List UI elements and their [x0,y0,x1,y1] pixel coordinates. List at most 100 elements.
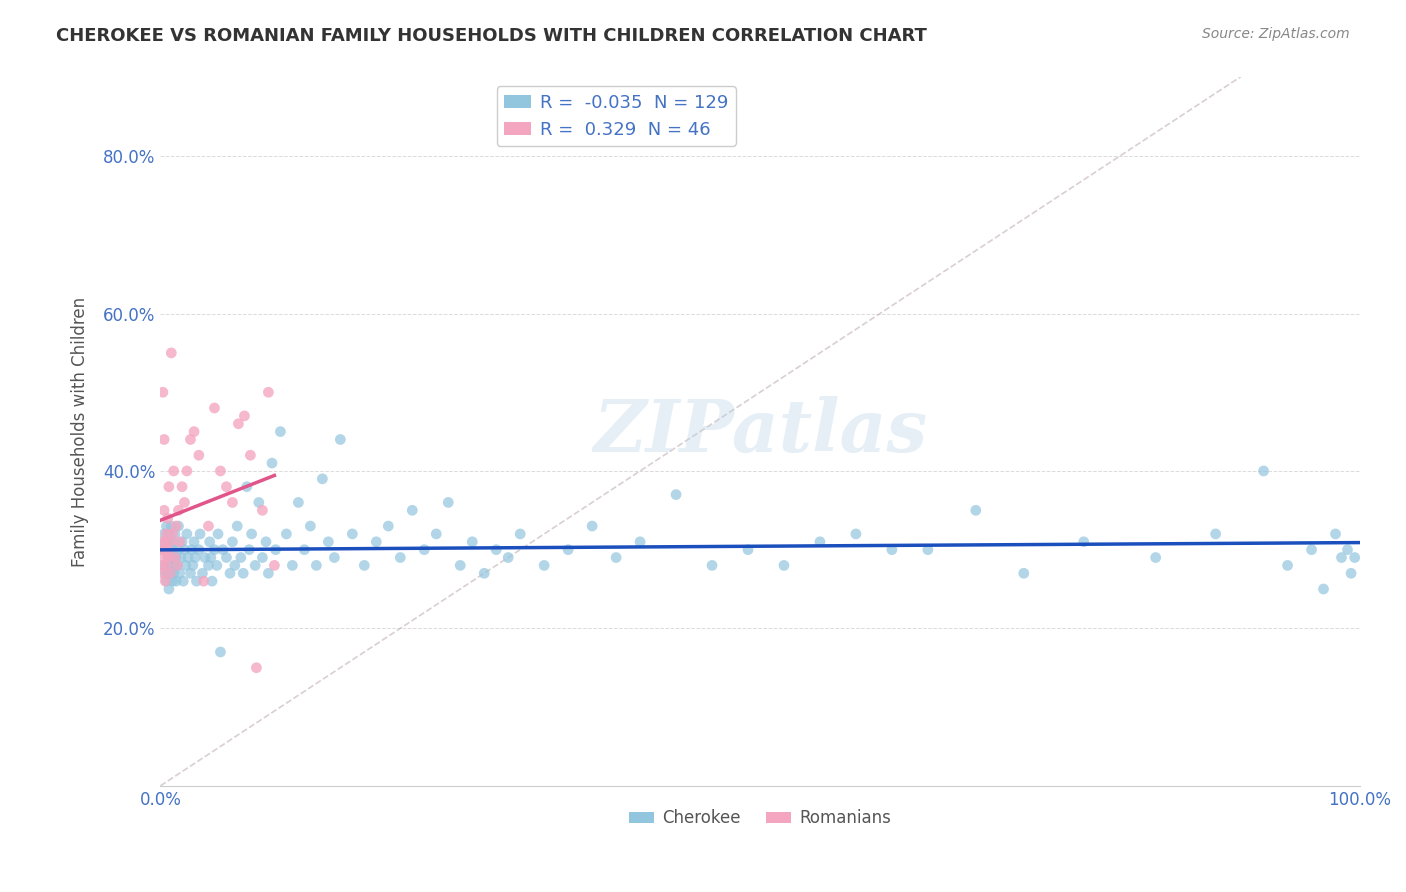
Point [880,542,903,557]
Point [160,346,183,360]
Point [215,550,238,565]
Point [700,558,723,573]
Point [773,558,796,573]
Point [1340,566,1362,581]
Point [153,550,176,565]
Point [186,574,208,589]
Point [311,472,333,486]
Point [163,566,186,581]
Point [177,550,200,565]
Y-axis label: Family Households with Children: Family Households with Children [72,296,89,566]
Point [366,534,388,549]
Point [211,542,233,557]
Point [557,542,579,557]
Point [163,542,186,557]
Point [167,503,190,517]
Point [179,433,201,447]
Point [152,534,174,549]
Point [229,550,252,565]
Text: CHEROKEE VS ROMANIAN FAMILY HOUSEHOLDS WITH CHILDREN CORRELATION CHART: CHEROKEE VS ROMANIAN FAMILY HOUSEHOLDS W… [56,27,927,45]
Point [485,542,508,557]
Point [152,385,174,400]
Point [1301,542,1323,557]
Point [198,534,221,549]
Point [239,448,262,462]
Point [323,550,346,565]
Point [287,495,309,509]
Point [1330,550,1353,565]
Point [257,566,280,581]
Point [236,480,259,494]
Point [252,503,274,517]
Point [318,534,340,549]
Point [204,401,226,415]
Point [156,566,179,581]
Point [413,542,436,557]
Point [155,574,177,589]
Point [156,550,179,565]
Point [215,480,238,494]
Point [156,542,179,557]
Point [377,519,399,533]
Point [509,527,531,541]
Point [155,566,177,581]
Point [224,558,246,573]
Point [204,542,226,557]
Point [155,558,177,573]
Point [162,574,184,589]
Point [170,480,193,494]
Point [165,550,187,565]
Point [155,534,177,549]
Point [162,534,184,549]
Point [221,534,243,549]
Point [1073,534,1095,549]
Point [184,550,207,565]
Point [228,417,250,431]
Point [605,550,627,565]
Point [187,542,209,557]
Point [180,542,202,557]
Point [232,566,254,581]
Point [163,550,186,565]
Point [152,542,174,557]
Point [157,558,180,573]
Point [299,519,322,533]
Point [209,645,232,659]
Point [401,503,423,517]
Text: Source: ZipAtlas.com: Source: ZipAtlas.com [1202,27,1350,41]
Point [257,385,280,400]
Point [1205,527,1227,541]
Point [165,519,187,533]
Point [179,566,201,581]
Point [252,550,274,565]
Point [163,464,186,478]
Point [163,527,186,541]
Point [153,558,176,573]
Point [1253,464,1275,478]
Point [167,519,190,533]
Point [219,566,242,581]
Point [305,558,328,573]
Point [156,534,179,549]
Point [191,566,214,581]
Point [155,542,177,557]
Point [269,425,291,439]
Point [263,558,285,573]
Point [153,503,176,517]
Point [845,527,868,541]
Point [193,574,215,589]
Point [260,456,283,470]
Point [152,558,174,573]
Point [187,448,209,462]
Point [281,558,304,573]
Point [233,409,256,423]
Point [155,542,177,557]
Point [150,566,173,581]
Point [461,534,484,549]
Point [163,558,186,573]
Point [162,550,184,565]
Point [166,558,188,573]
Point [917,542,939,557]
Point [169,566,191,581]
Point [155,542,177,557]
